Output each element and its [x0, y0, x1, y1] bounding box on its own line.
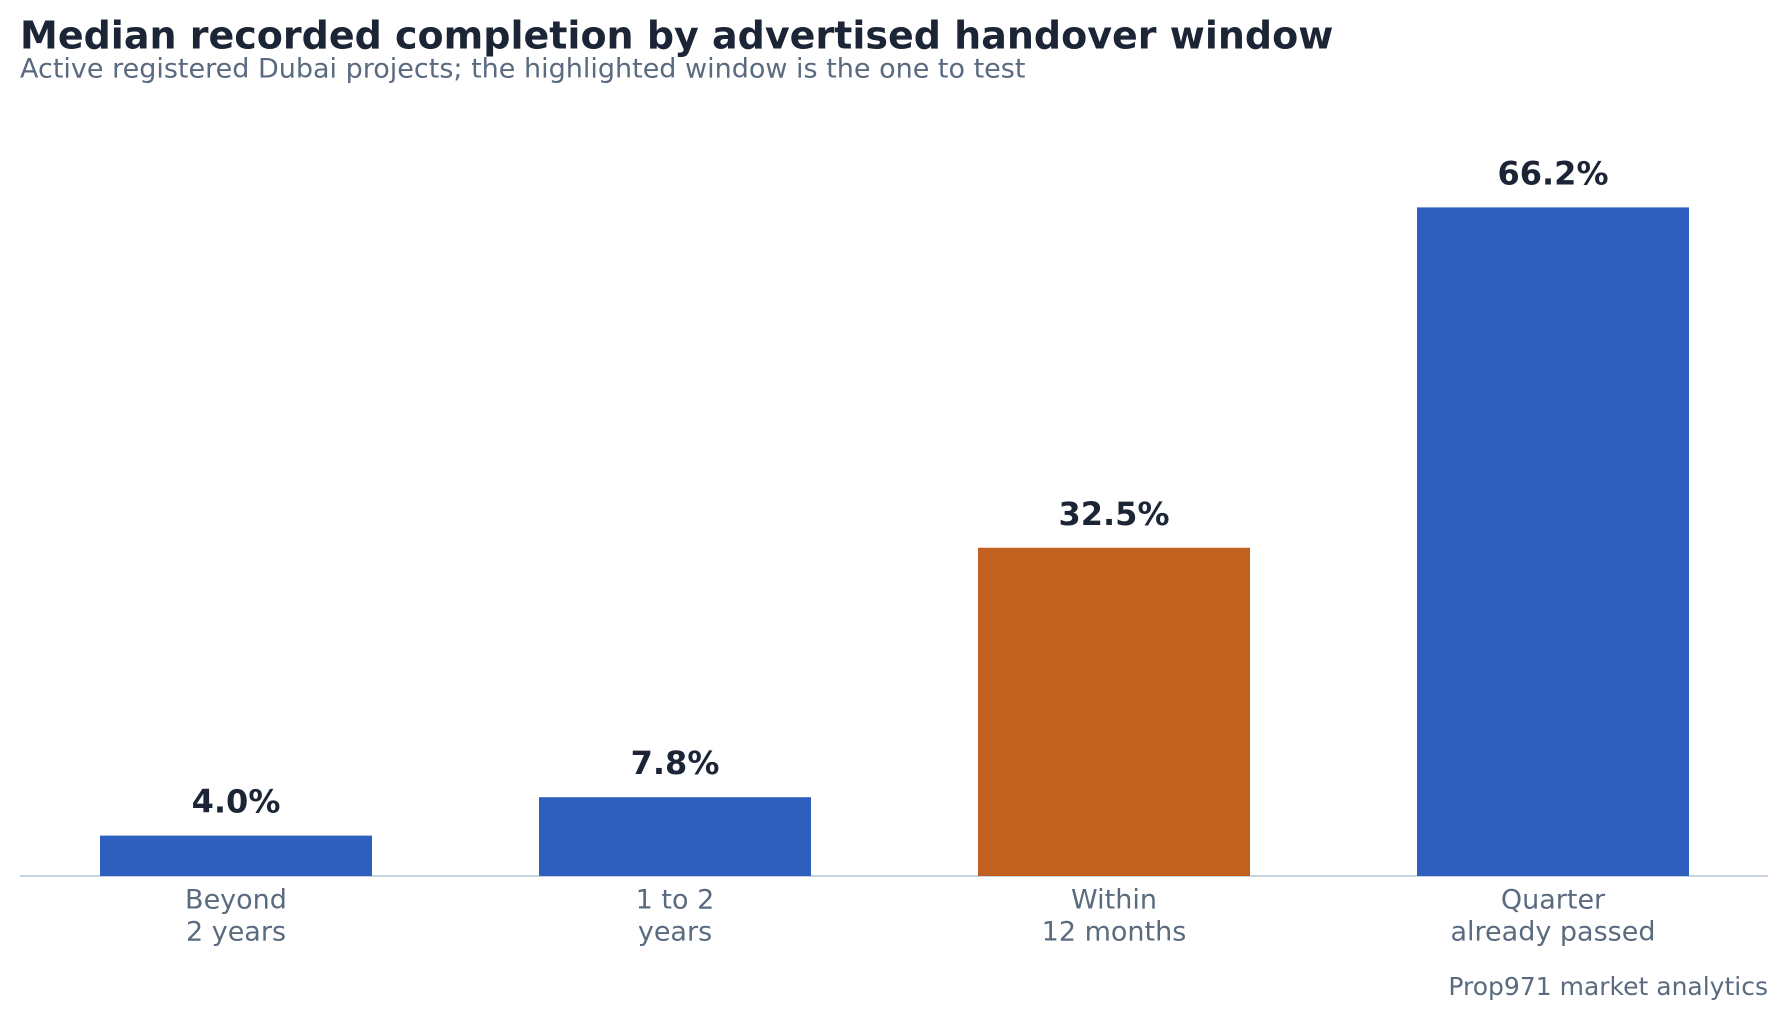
- x-tick-label: 2 years: [186, 917, 286, 948]
- bar: [1417, 207, 1689, 876]
- bar: [539, 797, 811, 876]
- bar: [978, 547, 1250, 876]
- source-note: Prop971 market analytics: [1448, 972, 1768, 1001]
- x-tick-label: Beyond: [185, 885, 287, 916]
- bar: [100, 835, 372, 876]
- chart-title: Median recorded completion by advertised…: [20, 14, 1333, 58]
- value-label: 7.8%: [631, 744, 720, 782]
- x-tick-label: years: [638, 917, 712, 948]
- x-tick-label: 1 to 2: [636, 885, 715, 916]
- value-label: 66.2%: [1497, 154, 1608, 192]
- chart-subtitle: Active registered Dubai projects; the hi…: [20, 54, 1025, 85]
- value-label: 32.5%: [1058, 495, 1169, 533]
- x-tick-label: 12 months: [1042, 917, 1187, 948]
- value-label: 4.0%: [192, 783, 281, 821]
- x-tick-label: already passed: [1451, 917, 1656, 948]
- x-tick-label: Within: [1071, 885, 1157, 916]
- x-tick-label: Quarter: [1501, 885, 1606, 916]
